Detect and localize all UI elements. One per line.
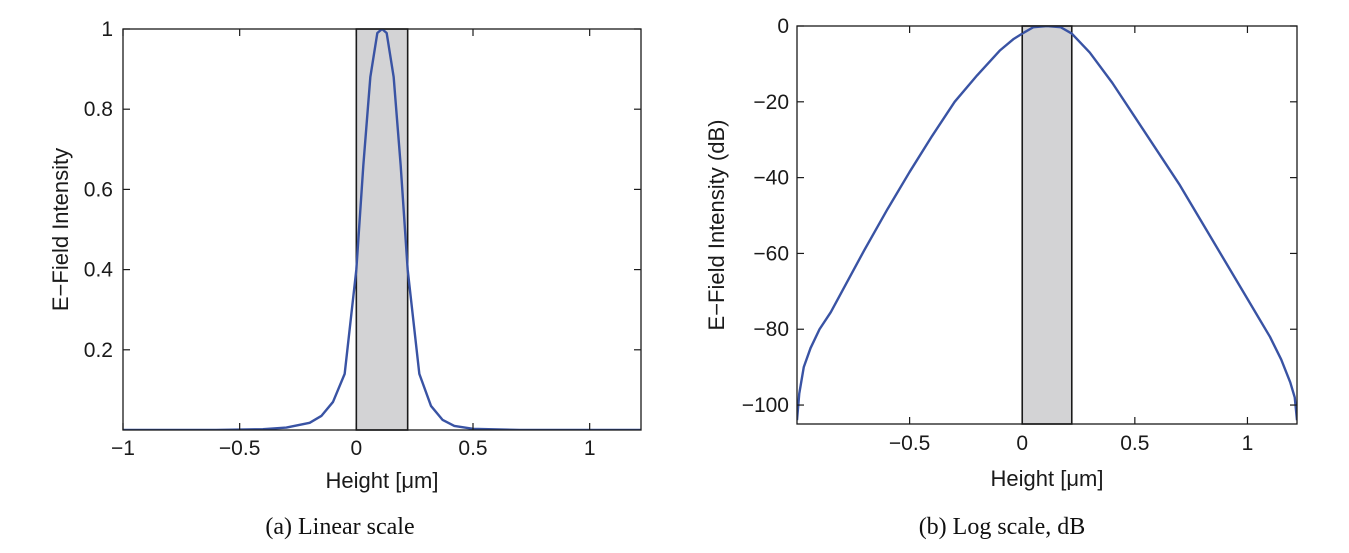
chart-b-ytick-label: −40 xyxy=(753,167,789,190)
panel-log-scale: (b) Log scale, dB −0.5 0 0.5 1 −100 −80 −60 −40… xyxy=(704,15,1298,540)
chart-b-ytick-label: −20 xyxy=(753,91,789,114)
chart-b-xtick-label: 0.5 xyxy=(1120,432,1149,455)
chart-a-ytick-label: 0.4 xyxy=(84,259,114,282)
panel-linear-scale: (a) Linear scale −1 −0.5 0 0.5 1 0.2 0.4 0.6 0.8… xyxy=(48,18,642,540)
chart-a-xtick-label: −1 xyxy=(111,437,135,460)
chart-a-y-axis-title: E−Field Intensity xyxy=(48,148,73,311)
caption-a: (a) Linear scale xyxy=(265,514,414,540)
chart-b-xtick-label: 1 xyxy=(1242,432,1254,455)
chart-b-ytick-label: −100 xyxy=(742,394,789,417)
chart-b-xtick-label: 0 xyxy=(1016,432,1028,455)
chart-a-xtick-label: 1 xyxy=(584,437,596,460)
chart-a-x-axis-title: Height [μm] xyxy=(326,468,439,493)
chart-b-x-axis-title: Height [μm] xyxy=(991,466,1104,491)
chart-a-series-line-0 xyxy=(123,29,641,430)
chart-b-ytick-label: 0 xyxy=(777,15,789,38)
chart-b-ytick-label: −60 xyxy=(753,242,789,265)
chart-a-ytick-label: 0.6 xyxy=(84,178,113,201)
chart-b-ytick-label: −80 xyxy=(753,318,789,341)
chart-a-ytick-label: 0.8 xyxy=(84,98,113,121)
chart-b-series-line-0 xyxy=(797,26,1297,421)
caption-b: (b) Log scale, dB xyxy=(919,514,1086,540)
chart-a-xtick-label: −0.5 xyxy=(219,437,260,460)
chart-b-y-axis-title: E−Field Intensity (dB) xyxy=(704,120,729,331)
chart-b-plot-frame xyxy=(796,25,1298,425)
chart-a-ytick-label: 1 xyxy=(101,18,113,41)
chart-b-shaded-region xyxy=(1021,25,1073,425)
chart-a-shaded-region xyxy=(355,28,409,431)
chart-a-ytick-label: 0.2 xyxy=(84,339,113,362)
chart-a-xtick-label: 0.5 xyxy=(458,437,487,460)
chart-a-plot-frame xyxy=(122,28,642,431)
chart-b-xtick-label: −0.5 xyxy=(889,432,930,455)
chart-a-xtick-label: 0 xyxy=(350,437,362,460)
